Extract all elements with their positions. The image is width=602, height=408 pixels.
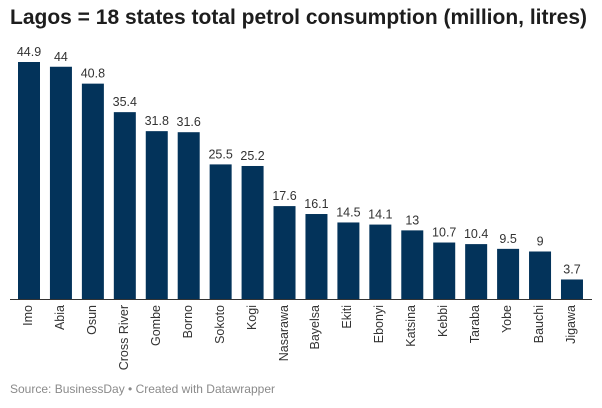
value-label: 16.1 [304, 197, 328, 211]
bar-yobe [497, 248, 520, 299]
bar-taraba [465, 244, 488, 299]
bar-bayelsa [305, 214, 328, 299]
bar-bauchi [529, 251, 552, 299]
x-tick-label: Katsina [404, 305, 419, 347]
x-tick-label: Sokoto [212, 305, 227, 344]
x-tick-label: Osun [84, 305, 99, 335]
value-label: 17.6 [272, 189, 296, 203]
bar-abia [49, 66, 72, 300]
value-label: 44.9 [17, 45, 41, 59]
value-label: 44 [54, 50, 68, 64]
value-label: 31.6 [177, 115, 201, 129]
x-tick-label: Ebonyi [372, 305, 387, 344]
value-label: 14.5 [336, 205, 360, 219]
x-tick-label: Bayelsa [308, 305, 323, 350]
bar-imo [18, 62, 40, 299]
x-tick-label: Taraba [468, 305, 483, 344]
bar-sokoto [209, 164, 232, 299]
x-tick-label: Bauchi [532, 305, 547, 344]
value-label: 25.5 [208, 147, 232, 161]
x-tick-label: Yobe [500, 305, 515, 334]
x-tick-label: Cross River [116, 305, 131, 371]
value-label: 10.4 [464, 227, 488, 241]
x-tick-label: Ekiti [340, 305, 355, 329]
value-label: 3.7 [563, 262, 580, 276]
value-label: 35.4 [113, 95, 137, 109]
bar-osun [81, 83, 104, 300]
value-label: 9 [537, 234, 544, 248]
bar-ebonyi [369, 224, 392, 299]
x-tick-label: Jigawa [563, 305, 578, 344]
chart-title: Lagos = 18 states total petrol consumpti… [10, 6, 588, 29]
value-label: 10.7 [432, 226, 456, 240]
x-tick-label: Gombe [148, 305, 163, 346]
value-label: 31.8 [145, 114, 169, 128]
value-label: 25.2 [240, 149, 264, 163]
value-label: 14.1 [368, 208, 392, 222]
bar-gombe [145, 131, 168, 299]
bar-cross-river [113, 112, 136, 299]
value-label: 40.8 [81, 67, 105, 81]
x-tick-label: Kebbi [436, 305, 451, 337]
source-note: Source: BusinessDay • Created with Dataw… [10, 382, 275, 396]
x-tick-label: Borno [180, 305, 195, 339]
bar-kebbi [433, 242, 456, 299]
x-tick-label: Abia [52, 305, 67, 331]
bar-ekiti [337, 222, 360, 299]
x-tick-label: Nasarawa [276, 305, 291, 362]
bar-katsina [401, 230, 424, 299]
bar-borno [177, 132, 200, 299]
value-label: 9.5 [499, 232, 516, 246]
bar-kogi [241, 165, 264, 299]
value-label: 13 [405, 213, 419, 227]
x-tick-label: Kogi [244, 305, 259, 331]
bar-jigawa [560, 279, 583, 299]
bar-nasarawa [273, 206, 296, 299]
x-tick-label: Imo [21, 305, 35, 326]
